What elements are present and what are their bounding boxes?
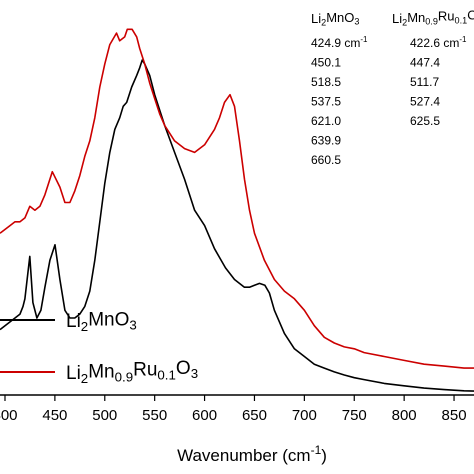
peak-table-header-li2mno3: Li2MnO3	[311, 10, 359, 28]
peak-value: 424.9 cm-1	[311, 35, 368, 50]
x-tick-label: 850	[442, 407, 467, 424]
x-tick-label: 800	[392, 407, 417, 424]
legend: Li2MnO3 Li2Mn0.9Ru0.1O3	[0, 309, 198, 386]
x-tick-label: 550	[142, 407, 167, 424]
x-axis-ticks: 400 450 500 550 600 650 700 750 800 850	[0, 395, 467, 424]
peak-value: 518.5	[311, 75, 341, 89]
peak-value: 621.0	[311, 114, 341, 128]
x-tick-label: 450	[42, 407, 67, 424]
x-tick-label: 400	[0, 407, 18, 424]
peak-value: 527.4	[410, 95, 440, 109]
legend-label-li2mn0-9ru0-1o3: Li2Mn0.9Ru0.1O3	[66, 358, 198, 386]
peak-table-header-li2mn0-9ru0-1o3: Li2Mn0.9Ru0.1O3	[392, 7, 474, 27]
legend-label-li2mno3: Li2MnO3	[66, 309, 137, 334]
x-tick-label: 700	[292, 407, 317, 424]
x-tick-label: 750	[342, 407, 367, 424]
series-line-li2mn0-9ru0-1o3	[0, 28, 474, 369]
peak-value: 422.6 cm-1	[410, 35, 467, 50]
series-line-li2mno3	[0, 59, 474, 392]
x-tick-label: 650	[242, 407, 267, 424]
x-axis-label: Wavenumber (cm-1)	[177, 443, 327, 465]
x-tick-label: 500	[92, 407, 117, 424]
peak-value: 625.5	[410, 114, 440, 128]
x-tick-label: 600	[192, 407, 217, 424]
peak-value: 511.7	[410, 75, 439, 89]
peak-value: 639.9	[311, 134, 341, 148]
peak-value: 660.5	[311, 153, 341, 167]
peak-value: 447.4	[410, 56, 440, 70]
peak-value: 537.5	[311, 95, 341, 109]
peak-value: 450.1	[311, 56, 341, 70]
series-layer	[0, 28, 474, 392]
peak-position-table: Li2MnO3 Li2Mn0.9Ru0.1O3 424.9 cm-1 450.1 518…	[311, 7, 474, 167]
